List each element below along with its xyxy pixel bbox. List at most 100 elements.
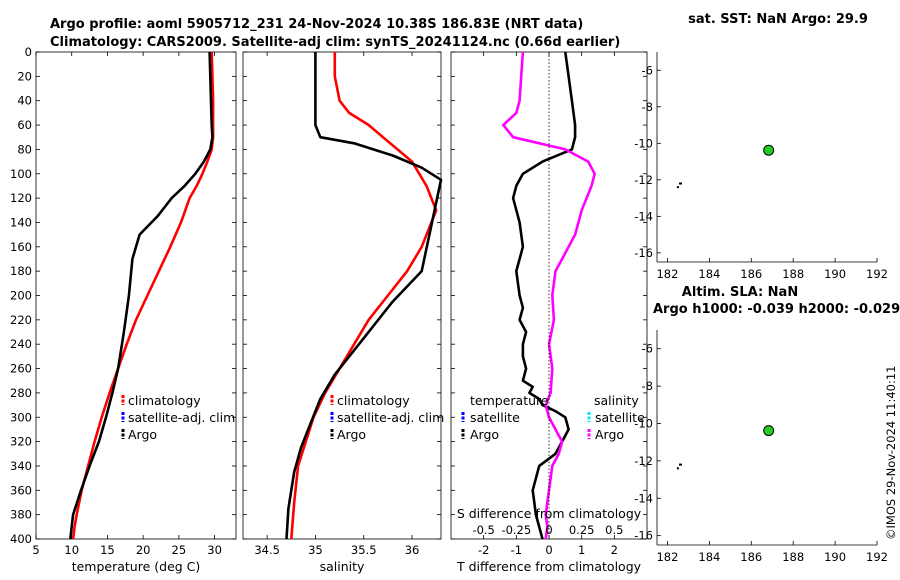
salinity-xlabel: salinity [320,559,365,574]
sst_map-xtick-label: 192 [866,267,888,281]
difference-xlabel: T difference from climatology [456,559,642,574]
depth-tick-label: 340 [10,459,32,473]
sst-map-title: sat. SST: NaN Argo: 29.9 [688,12,868,27]
sla-map-subtitle: Argo h1000: -0.039 h2000: -0.029 [653,302,900,317]
difference-xtick-label: 1 [578,543,585,557]
sla_map-ytick-label: -8 [642,379,653,393]
sal-legend-label: satellite-adj. clim [337,410,444,425]
sst_map-xtick-label: 184 [698,267,720,281]
depth-tick-label: 60 [17,118,32,132]
sst_map-ytick-label: -6 [642,63,653,77]
sla-map-title: Altim. SLA: NaN [682,285,798,300]
imos-watermark: ©IMOS 29-Nov-2024 11:40:11 [884,366,898,540]
sst_map-ytick-label: -14 [634,209,653,223]
sst_map-xtick-label: 190 [824,267,846,281]
sla_map-xtick-label: 192 [866,550,888,564]
depth-tick-label: 80 [17,142,32,156]
depth-tick-label: 320 [10,435,32,449]
salinity-xtick-label: 35.5 [351,543,377,557]
sst_map-xtick-label: 186 [740,267,762,281]
sla_map-island-speck-2 [676,467,679,470]
salinity-xtick-label: 34.5 [254,543,280,557]
tdiff-legend-label: Argo [470,427,499,442]
depth-tick-label: 300 [10,410,32,424]
sdiff-xlabel: S difference from climatology [457,506,642,521]
sal-legend-label: climatology [337,393,410,408]
sdiff-legend-label: Argo [595,427,624,442]
sla_map-xtick-label: 182 [656,550,678,564]
sla_map-ytick-label: -16 [634,529,653,543]
depth-tick-label: 400 [10,532,32,546]
sla_map-ytick-label: -12 [634,454,653,468]
temp-legend-label: climatology [128,393,201,408]
sdiff-xtick-label: 0.25 [569,523,595,537]
temperature-xtick-label: 10 [64,543,79,557]
temp-legend-label: Argo [128,427,157,442]
difference-xtick-label: -1 [511,543,522,557]
temperature-xtick-label: 30 [207,543,222,557]
depth-tick-label: 100 [10,167,32,181]
depth-tick-label: 120 [10,191,32,205]
header-title-line2: Climatology: CARS2009. Satellite-adj cli… [50,35,620,50]
depth-tick-label: 180 [10,264,32,278]
sst_map-ytick-label: -8 [642,100,653,114]
sla_map-ytick-label: -10 [634,416,653,430]
salinity-xtick-label: 35 [308,543,323,557]
temperature-axes-frame [35,51,237,540]
sla_map-island-speck [679,463,682,466]
sla_map-xtick-label: 190 [824,550,846,564]
difference-xtick-label: 2 [611,543,618,557]
depth-tick-label: 20 [17,69,32,83]
depth-tick-label: 160 [10,240,32,254]
salinity-xtick-label: 36 [405,543,420,557]
difference-xtick-label: -2 [478,543,489,557]
sst_map-xtick-label: 182 [656,267,678,281]
sst_map-ytick-label: -16 [634,246,653,260]
salinity-series-climatology [290,52,438,540]
sst_map-ytick-label: -10 [634,136,653,150]
sla_map-xtick-label: 188 [782,550,804,564]
sst_map-island-speck-2 [676,186,679,189]
sdiff-xtick-label: -0.5 [472,523,494,537]
depth-tick-label: 240 [10,337,32,351]
depth-tick-label: 140 [10,215,32,229]
salinity-series-argo [285,52,443,540]
sla_map-ytick-label: -14 [634,491,653,505]
depth-tick-label: 200 [10,289,32,303]
sla_map-argo-marker [763,425,775,437]
sdiff-legend-label: satellite [595,410,645,425]
sst_map-ytick-label: -12 [634,173,653,187]
salinity-axes-frame [242,51,442,540]
temperature-series-argo [69,51,214,540]
sla_map-xtick-label: 186 [740,550,762,564]
sst_map-xtick-label: 188 [782,267,804,281]
sst_map-island-speck [679,182,682,185]
depth-tick-label: 360 [10,483,32,497]
sdiff-xtick-label: -0.25 [501,523,531,537]
difference-panel: -2 -1 0 1 2 T difference from climatology temp… [450,51,648,574]
temperature-xtick-label: 15 [100,543,115,557]
depth-tick-label: 380 [10,508,32,522]
difference-series-s-argo [501,51,597,540]
sdiff-xtick-label: 0.5 [605,523,623,537]
sal-legend-label: Argo [337,427,366,442]
sst_map-argo-marker [763,144,775,156]
depth-tick-label: 0 [25,45,32,59]
tdiff-legend-label: temperature [470,393,549,408]
depth-tick-label: 40 [17,94,32,108]
depth-tick-label: 260 [10,362,32,376]
depth-tick-label: 220 [10,313,32,327]
temperature-xlabel: temperature (deg C) [72,559,201,574]
sdiff-legend-label: salinity [594,393,639,408]
difference-xtick-label: 0 [545,543,552,557]
temperature-panel: 5 10 15 20 25 3002040608010012014016018020022… [10,45,237,574]
tdiff-legend-label: satellite [470,410,520,425]
temperature-xtick-label: 25 [172,543,187,557]
sla_map-ytick-label: -6 [642,342,653,356]
sdiff-xtick-label: 0 [545,523,552,537]
depth-tick-label: 280 [10,386,32,400]
salinity-panel: 34.5 35 35.5 36 salinity climatology satellite… [242,51,444,574]
temperature-xtick-label: 5 [32,543,39,557]
